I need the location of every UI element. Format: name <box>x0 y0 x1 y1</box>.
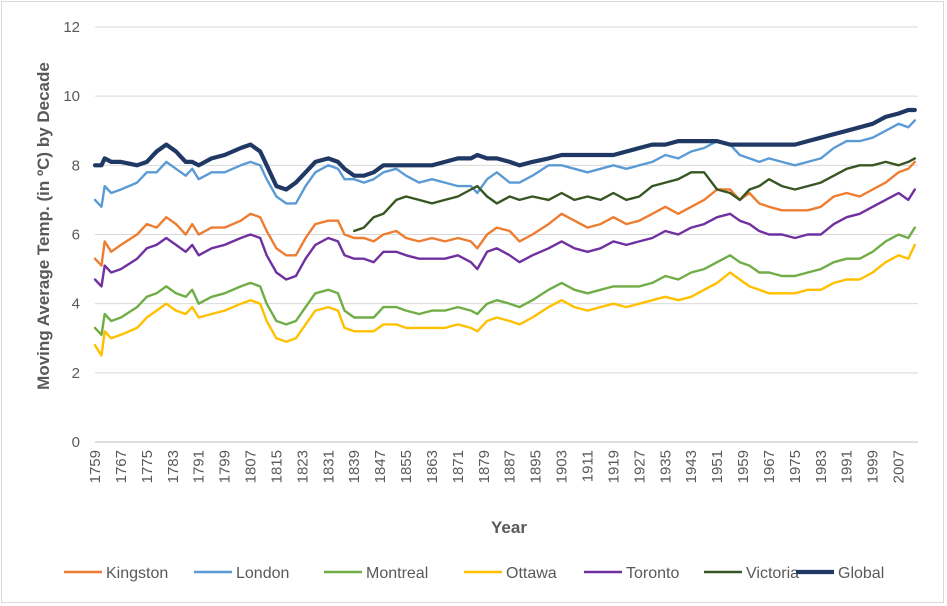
x-tick-label: 1983 <box>813 450 830 483</box>
x-tick-label: 1823 <box>294 450 311 483</box>
y-tick-label: 2 <box>72 365 80 382</box>
legend-label-victoria: Victoria <box>746 565 799 582</box>
x-tick-label: 1783 <box>165 450 182 483</box>
series-line-toronto <box>93 188 916 288</box>
x-tick-label: 1999 <box>865 450 882 483</box>
series-line-kingston <box>93 160 916 267</box>
x-tick-label: 1799 <box>217 450 234 483</box>
x-tick-label: 1871 <box>450 450 467 483</box>
legend-label-toronto: Toronto <box>626 565 679 582</box>
series-line-global <box>92 107 917 192</box>
x-tick-label: 1991 <box>839 450 856 483</box>
legend-label-kingston: Kingston <box>106 565 168 582</box>
y-tick-label: 6 <box>72 227 80 244</box>
legend-label-london: London <box>236 565 289 582</box>
x-tick-label: 1847 <box>372 450 389 483</box>
y-tick-label: 8 <box>72 157 80 174</box>
x-tick-label: 1855 <box>398 450 415 483</box>
x-tick-label: 1815 <box>268 450 285 483</box>
y-tick-label: 10 <box>63 88 80 105</box>
legend-label-ottawa: Ottawa <box>506 565 557 582</box>
x-tick-label: 1951 <box>709 450 726 483</box>
y-tick-label: 0 <box>72 434 80 451</box>
x-tick-label: 1879 <box>476 450 493 483</box>
x-tick-label: 1967 <box>761 450 778 483</box>
series-lines <box>92 107 917 357</box>
x-tick-label: 1839 <box>346 450 363 483</box>
x-tick-label: 1807 <box>243 450 260 483</box>
series-line-victoria <box>353 157 916 233</box>
x-tick-label: 1975 <box>787 450 804 483</box>
y-tick-label: 12 <box>63 19 80 36</box>
x-axis-title: Year <box>491 518 527 537</box>
series-line-london <box>93 119 916 208</box>
x-tick-label: 1911 <box>580 450 597 482</box>
x-tick-label: 1831 <box>320 450 337 483</box>
gridlines <box>95 26 918 374</box>
legend: Kingston London Montreal Ottawa Toronto Victo… <box>64 565 884 582</box>
series-line-ottawa <box>93 243 916 357</box>
x-tick-label: 1887 <box>502 450 519 483</box>
y-axis-ticks: 0 2 4 6 8 10 12 <box>63 19 80 451</box>
x-tick-label: 1943 <box>683 450 700 483</box>
x-tick-label: 1903 <box>554 450 571 483</box>
x-tick-label: 1919 <box>605 450 622 483</box>
legend-label-montreal: Montreal <box>366 565 428 582</box>
x-tick-label: 2007 <box>891 450 908 483</box>
y-axis-title: Moving Average Temp. (in ºC) by Decade <box>34 62 53 390</box>
x-tick-label: 1775 <box>139 450 156 483</box>
x-axis-ticks: 1759 1767 1775 1783 1791 1799 1807 1815 1823 1831… <box>87 450 908 483</box>
legend-label-global: Global <box>838 565 884 582</box>
x-tick-label: 1791 <box>191 450 208 483</box>
x-tick-label: 1959 <box>735 450 752 483</box>
x-tick-label: 1759 <box>87 450 104 483</box>
series-line-montreal <box>93 226 916 336</box>
x-tick-label: 1863 <box>424 450 441 483</box>
x-tick-label: 1767 <box>113 450 130 483</box>
x-tick-label: 1895 <box>528 450 545 483</box>
x-tick-label: 1927 <box>631 450 648 483</box>
x-tick-label: 1935 <box>657 450 674 483</box>
y-tick-label: 4 <box>72 296 80 313</box>
